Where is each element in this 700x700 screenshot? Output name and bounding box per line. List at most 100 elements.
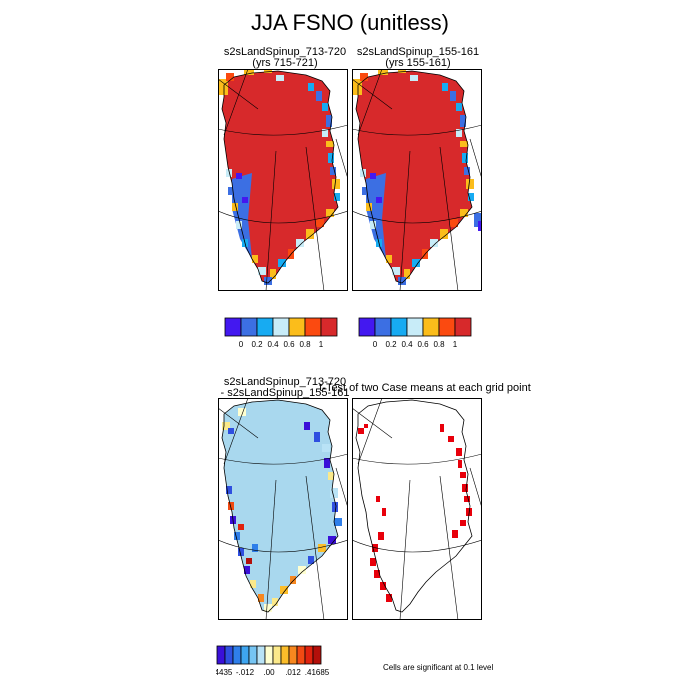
colorbar-tick-label: 0 <box>239 340 244 349</box>
grid-cell <box>218 79 228 95</box>
colorbar-box <box>240 317 258 337</box>
colorbar-top-left: 0 0.2 0.4 0.6 0.8 1 <box>224 317 338 349</box>
graticule-line <box>335 467 348 509</box>
map-frame <box>352 69 482 291</box>
grid-cell <box>236 173 242 179</box>
graticule-line <box>352 124 482 136</box>
grid-cell <box>328 153 334 163</box>
panel-title-top-right-line1: s2sLandSpinup_155-161 <box>356 46 480 58</box>
grid-cell <box>258 267 266 275</box>
colorbar-box <box>280 645 290 665</box>
graticule-line <box>218 453 348 465</box>
grid-cell <box>290 576 296 584</box>
figure-title: JJA FSNO (unitless) <box>250 10 450 35</box>
grid-cell <box>326 209 334 217</box>
colorbar-tick-label: .41685 <box>305 668 330 677</box>
significant-cell <box>448 436 454 442</box>
map-panel-top-right <box>352 69 482 291</box>
colorbar-tick-label: 0.6 <box>417 340 429 349</box>
grid-cell <box>450 91 456 101</box>
grid-cell <box>462 153 468 163</box>
significant-cell <box>372 544 378 552</box>
grid-cell <box>264 604 272 612</box>
colorbar-box <box>256 317 274 337</box>
grid-cell <box>460 209 468 217</box>
graticule-line <box>352 210 482 224</box>
significant-cell <box>460 472 466 478</box>
graticule-line <box>439 475 459 620</box>
grid-cell <box>386 255 392 263</box>
colorbar-box <box>232 645 242 665</box>
significant-cell <box>370 558 376 566</box>
grid-cell <box>398 69 406 73</box>
grid-cell <box>308 83 314 91</box>
grid-cell <box>466 179 474 189</box>
map-frame <box>218 69 348 291</box>
graticule-line <box>469 467 482 509</box>
significant-cell <box>458 460 462 468</box>
grid-cell <box>322 103 328 111</box>
panel-title-top-right: s2sLandSpinup_155-161 (yrs 155-161) <box>343 47 493 69</box>
grid-cell <box>226 169 232 177</box>
greenland-coastline <box>221 70 339 284</box>
map-frame <box>218 398 348 620</box>
grid-cell <box>404 269 410 279</box>
colorbar-box <box>288 317 306 337</box>
grid-cell <box>236 221 242 229</box>
grid-cell <box>316 91 322 101</box>
grid-cell <box>308 556 314 564</box>
grid-cell <box>270 269 276 279</box>
colorbar-tick-label: .00 <box>263 668 275 677</box>
grid-cell <box>370 221 376 229</box>
grid-cell <box>322 444 330 452</box>
grid-cell <box>370 173 376 179</box>
grid-cell <box>232 203 238 211</box>
colorbar-tick-label: 0.6 <box>283 340 295 349</box>
graticule-line <box>399 150 411 291</box>
panel-title-top-right-line2: (yrs 155-161) <box>385 57 451 69</box>
grid-cell <box>242 197 248 203</box>
colorbar-bottom: -.4435-.012 .00 .012 .41685 <box>216 645 330 677</box>
graticule-line <box>357 69 383 136</box>
grid-cell <box>326 141 334 147</box>
grid-cell <box>278 259 286 267</box>
grid-cell <box>226 486 232 494</box>
grid-cell <box>252 255 258 263</box>
graticule-line <box>357 398 383 465</box>
graticule-line <box>352 78 393 110</box>
colorbar-box <box>240 645 250 665</box>
grid-cell <box>304 422 310 430</box>
significant-cell <box>460 520 466 526</box>
grid-cell <box>316 219 324 227</box>
panel-title-bottom-left-line1: s2sLandSpinup_713-720 <box>223 376 347 388</box>
significant-cell <box>376 496 380 502</box>
panel-title-bottom-left: s2sLandSpinup_713-720 - s2sLandSpinup_15… <box>210 377 360 399</box>
colorbar-tick-label: -.4435 <box>216 668 233 677</box>
significance-note: Cells are significant at 0.1 level <box>383 663 494 672</box>
greenland-coastline <box>355 70 473 284</box>
map-layer <box>352 398 482 620</box>
grid-cell <box>296 239 304 247</box>
grid-cell <box>228 502 234 510</box>
colorbar-top-right: 0 0.2 0.4 0.6 0.8 1 <box>358 317 472 349</box>
colorbar-box <box>312 645 322 665</box>
panel-title-top-left-line1: s2sLandSpinup_713-720 <box>223 46 347 58</box>
grid-cell <box>330 167 336 175</box>
graticule-line <box>352 453 482 465</box>
grid-cell <box>464 167 470 175</box>
grid-cell <box>362 187 368 195</box>
grid-cell <box>360 169 366 177</box>
grid-cell <box>244 566 250 574</box>
grid-cell <box>222 422 230 430</box>
significant-cell <box>440 424 444 432</box>
significant-cell <box>464 496 470 502</box>
panel-title-top-left: s2sLandSpinup_713-720 (yrs 715-721) <box>210 47 360 69</box>
grid-cell <box>430 239 438 247</box>
grid-cell <box>298 566 306 574</box>
grid-cell <box>378 69 388 75</box>
significant-cell <box>358 428 364 434</box>
map-panel-bottom-right <box>352 398 482 620</box>
grid-cell <box>468 193 474 201</box>
grid-cell <box>376 197 382 203</box>
grid-cell <box>324 458 330 468</box>
